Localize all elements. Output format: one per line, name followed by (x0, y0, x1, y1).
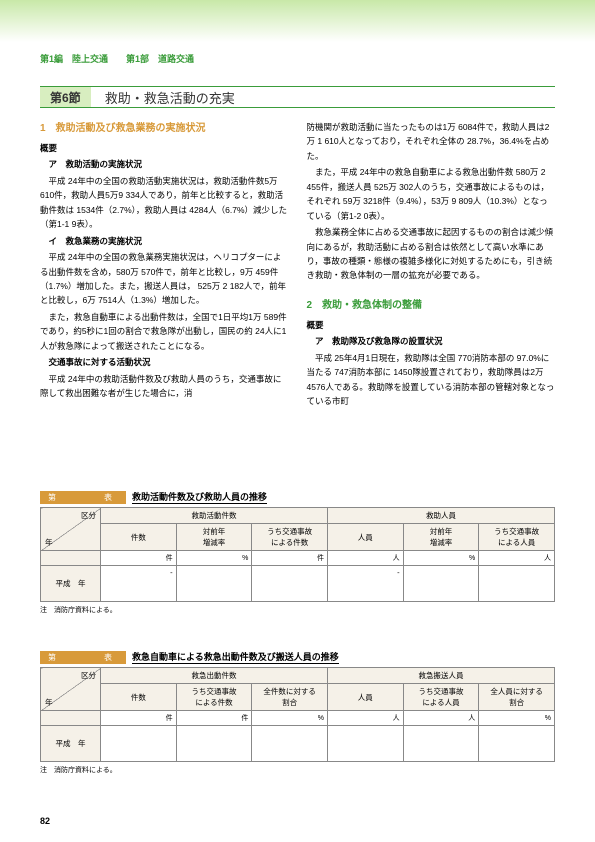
u2: % (176, 551, 252, 566)
u5: % (403, 551, 479, 566)
table2-note: 注 消防庁資料による。 (40, 765, 555, 775)
u2b: 件 (176, 711, 252, 726)
v2 (176, 566, 252, 602)
bv6 (479, 726, 555, 762)
p3: また，救急自動車による出動件数は，全国で1日平均1万 589件であり，約5秒に1… (40, 310, 289, 353)
p6: また，平成 24年中の救急自動車による救急出動件数 580万 2 455件，搬送… (307, 165, 556, 223)
row-label-b: 平成 年 (41, 726, 101, 762)
u6: 人 (479, 551, 555, 566)
th-group2b: 救急搬送人員 (327, 668, 554, 684)
table1-caption: 救助活動件数及び救助人員の推移 (132, 490, 267, 504)
th-group1b: 救急出動件数 (101, 668, 328, 684)
v1: - (101, 566, 177, 602)
table2-caption: 救急自動車による救急出動件数及び搬送人員の推移 (132, 650, 339, 664)
table2: 区分 年 救急出動件数 救急搬送人員 件数 うち交通事故 による件数 全件数に対… (40, 667, 555, 762)
subsec1-heading-a2: イ 救急業務の実施状況 (40, 234, 289, 248)
c3: うち交通事故 による件数 (252, 524, 328, 551)
c5: 対前年 増減率 (403, 524, 479, 551)
left-column: 1 救助活動及び救急業務の実施状況 概要 ア 救助活動の実施状況 平成 24年中… (40, 120, 289, 410)
u4: 人 (327, 551, 403, 566)
p7: 救急業務全体に占める交通事故に起因するものの割合は減少傾向にあるが，救助活動に占… (307, 225, 556, 283)
table1-diag: 区分 年 (41, 508, 101, 551)
c3b: 全件数に対する 割合 (252, 684, 328, 711)
subsec1-title: 1 救助活動及び救急業務の実施状況 (40, 120, 289, 137)
body-columns: 1 救助活動及び救急業務の実施状況 概要 ア 救助活動の実施状況 平成 24年中… (40, 120, 555, 410)
v6 (479, 566, 555, 602)
subsec1-heading-b: 交通事故に対する活動状況 (40, 355, 289, 369)
p1: 平成 24年中の全国の救助活動実施状況は，救助活動件数5万 610件，救助人員5… (40, 174, 289, 232)
bv3 (252, 726, 328, 762)
table1-badge: 第 表 (40, 491, 126, 504)
c6: うち交通事故 による人員 (479, 524, 555, 551)
p2: 平成 24年中の全国の救急業務実施状況は，ヘリコプターによる出動件数を含め，58… (40, 250, 289, 308)
page-number: 82 (40, 816, 50, 826)
u4b: 人 (327, 711, 403, 726)
unit-row-label (41, 551, 101, 566)
table1-block: 第 表 救助活動件数及び救助人員の推移 区分 年 救助活動件数 救助人員 件数 … (40, 490, 555, 615)
row-label: 平成 年 (41, 566, 101, 602)
c1b: 件数 (101, 684, 177, 711)
v5 (403, 566, 479, 602)
u3: 件 (252, 551, 328, 566)
u5b: 人 (403, 711, 479, 726)
bv4 (327, 726, 403, 762)
table1-note: 注 消防庁資料による。 (40, 605, 555, 615)
u3b: % (252, 711, 328, 726)
subsec1-heading-a: 概要 (40, 141, 289, 155)
p4: 平成 24年中の救助活動件数及び救助人員のうち，交通事故に際して救出困難な者が生… (40, 372, 289, 401)
c5b: うち交通事故 による人員 (403, 684, 479, 711)
table2-block: 第 表 救急自動車による救急出動件数及び搬送人員の推移 区分 年 救急出動件数 … (40, 650, 555, 775)
subsec1-heading-a1: ア 救助活動の実施状況 (40, 157, 289, 171)
c2b: うち交通事故 による件数 (176, 684, 252, 711)
right-column: 防機関が救助活動に当たったものは1万 6084件で，救助人員は2万 1 610人… (307, 120, 556, 410)
unit-row-label-b (41, 711, 101, 726)
c4: 人員 (327, 524, 403, 551)
subsec2-heading-a: 概要 (307, 318, 556, 332)
c1: 件数 (101, 524, 177, 551)
section-header: 第6節 救助・救急活動の充実 (40, 86, 555, 108)
subsec2-heading-a1: ア 救助隊及び救急隊の設置状況 (307, 334, 556, 348)
u1: 件 (101, 551, 177, 566)
s2p1: 平成 25年4月1日現在，救助隊は全国 770消防本部の 97.0%に当たる 7… (307, 351, 556, 409)
section-title: 救助・救急活動の充実 (91, 87, 249, 107)
c2: 対前年 増減率 (176, 524, 252, 551)
v4: - (327, 566, 403, 602)
u6b: % (479, 711, 555, 726)
th-group2: 救助人員 (327, 508, 554, 524)
p5: 防機関が救助活動に当たったものは1万 6084件で，救助人員は2万 1 610人… (307, 120, 556, 163)
bv2 (176, 726, 252, 762)
bv1 (101, 726, 177, 762)
breadcrumb: 第1編 陸上交通 第1部 道路交通 (40, 52, 194, 65)
bv5 (403, 726, 479, 762)
table2-badge: 第 表 (40, 651, 126, 664)
subsec2-title: 2 救助・救急体制の整備 (307, 297, 556, 314)
v3 (252, 566, 328, 602)
c6b: 全人員に対する 割合 (479, 684, 555, 711)
table2-diag: 区分 年 (41, 668, 101, 711)
th-group1: 救助活動件数 (101, 508, 328, 524)
section-badge: 第6節 (40, 87, 91, 107)
table1: 区分 年 救助活動件数 救助人員 件数 対前年 増減率 うち交通事故 による件数… (40, 507, 555, 602)
u1b: 件 (101, 711, 177, 726)
c4b: 人員 (327, 684, 403, 711)
